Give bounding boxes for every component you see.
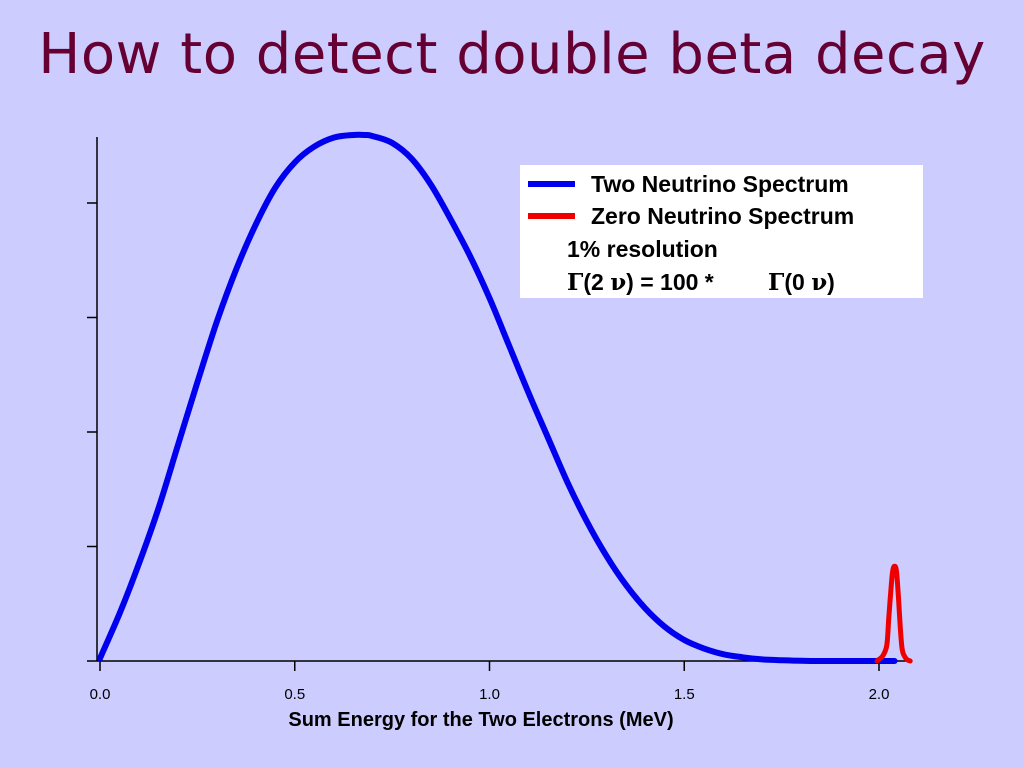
- legend-entry-two-neutrino: Two Neutrino Spectrum: [591, 171, 849, 197]
- legend: Two Neutrino Spectrum Zero Neutrino Spec…: [520, 165, 923, 298]
- y-ticks: [87, 202, 97, 662]
- legend-ratio-left: Γ(2 ν) = 100 *: [567, 269, 714, 296]
- gamma-symbol: Γ: [567, 269, 584, 296]
- x-tick-label-4: 2.0: [869, 686, 890, 703]
- legend-resolution-note: 1% resolution: [567, 236, 718, 262]
- x-tick-label-1: 0.5: [284, 686, 305, 703]
- nu-symbol: ν: [610, 269, 626, 296]
- ratio-right-close: ): [827, 269, 835, 295]
- ratio-left-open: (2: [583, 269, 610, 295]
- x-tick-label-0: 0.0: [90, 686, 111, 703]
- gamma-symbol: Γ: [768, 269, 785, 296]
- ratio-right-open: (0: [784, 269, 811, 295]
- legend-ratio-right: Γ(0 ν): [768, 269, 835, 296]
- x-tick-label-2: 1.0: [479, 686, 500, 703]
- slide-title: How to detect double beta decay: [38, 22, 986, 87]
- x-axis-label: Sum Energy for the Two Electrons (MeV): [288, 709, 673, 731]
- ratio-left-close: ) = 100 *: [626, 269, 714, 295]
- legend-entry-zero-neutrino: Zero Neutrino Spectrum: [591, 203, 854, 229]
- series: [97, 131, 913, 664]
- nu-symbol: ν: [811, 269, 827, 296]
- series-zero-neutrino-line: [874, 563, 913, 664]
- series-two-neutrino-line: [97, 131, 898, 664]
- x-tick-label-3: 1.5: [674, 686, 695, 703]
- x-ticks: 0.0 0.5 1.0 1.5 2.0: [90, 661, 890, 703]
- legend-box: [520, 165, 923, 298]
